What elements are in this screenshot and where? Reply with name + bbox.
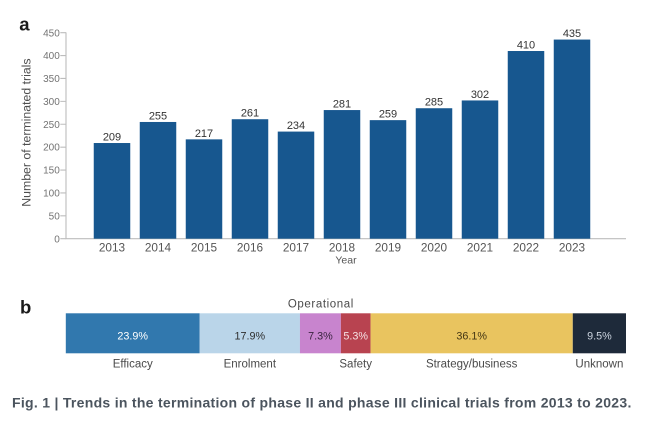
svg-text:410: 410 — [517, 39, 535, 51]
svg-text:2013: 2013 — [99, 240, 126, 254]
svg-text:350: 350 — [43, 74, 60, 85]
svg-text:450: 450 — [43, 28, 60, 39]
svg-text:0: 0 — [54, 234, 60, 245]
svg-text:2020: 2020 — [421, 240, 448, 254]
svg-text:217: 217 — [195, 128, 213, 140]
svg-text:200: 200 — [43, 143, 60, 154]
svg-text:36.1%: 36.1% — [456, 330, 487, 342]
svg-text:Operational: Operational — [288, 298, 354, 310]
svg-text:23.9%: 23.9% — [117, 330, 148, 342]
svg-text:302: 302 — [471, 89, 489, 101]
svg-text:300: 300 — [43, 97, 60, 108]
svg-text:b: b — [20, 297, 31, 318]
svg-text:209: 209 — [103, 131, 121, 143]
svg-text:281: 281 — [333, 98, 351, 110]
svg-text:Year: Year — [335, 255, 357, 267]
svg-text:2015: 2015 — [191, 240, 218, 254]
svg-text:Safety: Safety — [339, 359, 372, 371]
svg-text:Number of terminated trials: Number of terminated trials — [19, 58, 33, 206]
svg-text:2014: 2014 — [145, 240, 172, 254]
svg-text:Fig. 1 | Trends in the termina: Fig. 1 | Trends in the termination of ph… — [12, 395, 632, 411]
svg-text:435: 435 — [563, 28, 581, 40]
svg-text:2016: 2016 — [237, 240, 264, 254]
svg-text:234: 234 — [287, 120, 305, 132]
svg-text:Unknown: Unknown — [575, 359, 623, 371]
svg-text:285: 285 — [425, 97, 443, 109]
svg-text:50: 50 — [49, 211, 61, 222]
svg-text:2017: 2017 — [283, 240, 309, 254]
svg-text:400: 400 — [43, 51, 60, 62]
svg-text:2021: 2021 — [467, 240, 493, 254]
svg-text:Efficacy: Efficacy — [113, 359, 153, 371]
svg-text:17.9%: 17.9% — [235, 330, 266, 342]
svg-text:5.3%: 5.3% — [343, 330, 368, 342]
svg-text:261: 261 — [241, 108, 259, 120]
svg-text:259: 259 — [379, 108, 397, 120]
svg-text:7.3%: 7.3% — [308, 330, 333, 342]
svg-text:2023: 2023 — [559, 240, 586, 254]
svg-text:150: 150 — [43, 166, 60, 177]
svg-text:2018: 2018 — [329, 240, 356, 254]
svg-text:2019: 2019 — [375, 240, 401, 254]
svg-text:Strategy/business: Strategy/business — [426, 359, 518, 371]
svg-text:250: 250 — [43, 120, 60, 131]
svg-text:9.5%: 9.5% — [587, 330, 612, 342]
svg-text:255: 255 — [149, 110, 167, 122]
svg-text:2022: 2022 — [513, 240, 539, 254]
svg-text:Enrolment: Enrolment — [224, 359, 277, 371]
svg-text:a: a — [19, 14, 30, 35]
svg-text:100: 100 — [43, 189, 60, 200]
